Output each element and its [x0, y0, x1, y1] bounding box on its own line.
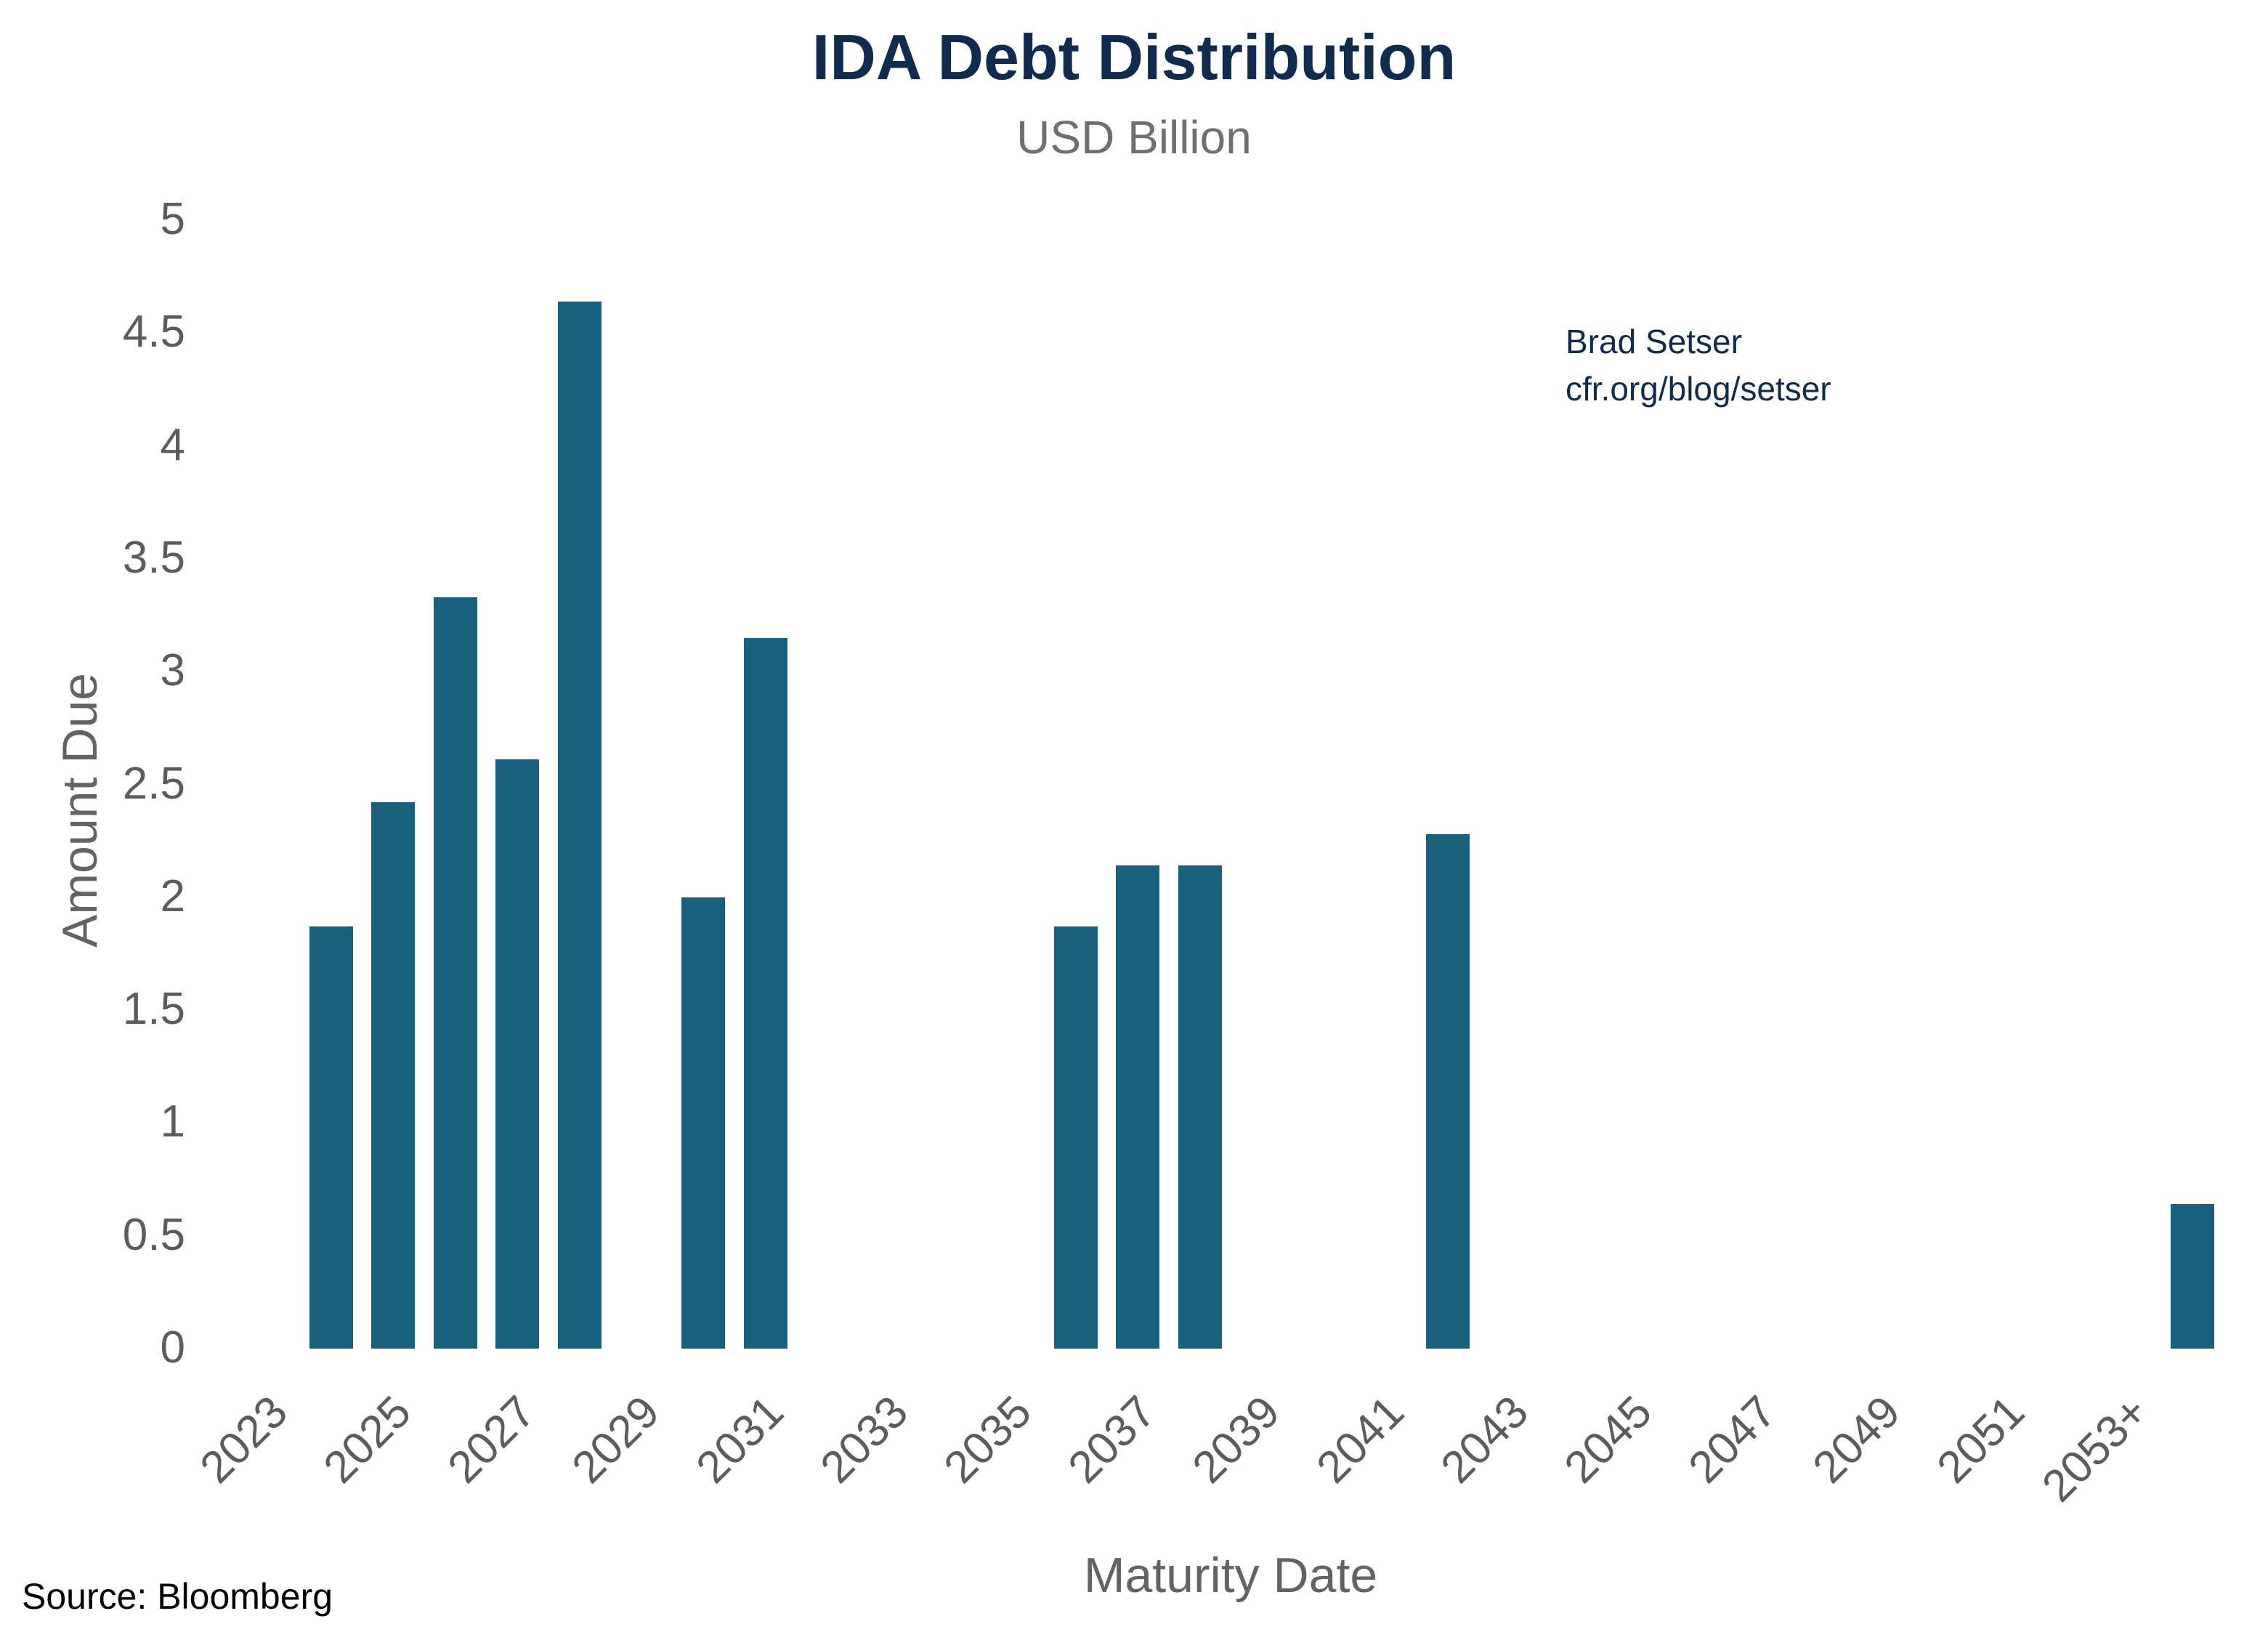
- bar-2030: [681, 897, 726, 1349]
- x-tick-label: 2029: [562, 1386, 670, 1493]
- x-tick-label: 2035: [935, 1386, 1042, 1493]
- y-tick-label: 1: [160, 1096, 185, 1147]
- author-name: Brad Setser: [1566, 323, 1742, 360]
- x-tick-label: 2049: [1803, 1386, 1911, 1493]
- y-tick-label: 2: [160, 871, 185, 921]
- y-tick-label: 1.5: [122, 983, 185, 1034]
- x-tick-label: 2037: [1058, 1386, 1166, 1493]
- x-tick-label: 2027: [438, 1386, 546, 1493]
- x-tick-label: 2025: [315, 1386, 421, 1493]
- x-tick-label: 2051: [1927, 1386, 2034, 1493]
- y-tick-label: 4: [160, 419, 185, 470]
- chart-subtitle: USD Billion: [1016, 111, 1252, 163]
- x-tick-label: 2053+: [2033, 1386, 2158, 1512]
- bar-2037: [1116, 865, 1160, 1349]
- y-tick-label: 0: [160, 1322, 185, 1373]
- bar-2031: [743, 637, 787, 1349]
- x-tick-label: 2039: [1183, 1386, 1290, 1493]
- y-tick-label: 0.5: [122, 1209, 185, 1260]
- x-tick-label: 2033: [811, 1386, 918, 1493]
- source-note: Source: Bloomberg: [22, 1576, 333, 1617]
- x-tick-label: 2045: [1555, 1386, 1662, 1493]
- y-tick-label: 5: [160, 193, 185, 244]
- x-tick-label: 2023: [190, 1386, 297, 1493]
- y-tick-label: 4.5: [122, 307, 185, 358]
- bar-2038: [1178, 865, 1222, 1349]
- author-url: cfr.org/blog/setser: [1566, 370, 1831, 408]
- x-axis-label: Maturity Date: [1083, 1548, 1378, 1603]
- bar-2036: [1053, 926, 1098, 1349]
- y-tick-label: 3: [160, 645, 185, 695]
- bar-2027: [495, 759, 540, 1349]
- x-tick-label: 2043: [1431, 1386, 1538, 1493]
- author-annotation: Brad Setser cfr.org/blog/setser: [1566, 318, 1831, 413]
- bar-2025: [371, 802, 416, 1349]
- bar-2028: [557, 301, 602, 1349]
- x-tick-label: 2031: [687, 1386, 793, 1493]
- bar-2042: [1426, 833, 1470, 1349]
- bar-2024: [309, 926, 353, 1349]
- x-tick-label: 2047: [1679, 1386, 1786, 1493]
- y-tick-label: 2.5: [122, 758, 185, 809]
- x-tick-label: 2041: [1307, 1386, 1414, 1493]
- y-tick-label: 3.5: [122, 532, 185, 583]
- chart-title: IDA Debt Distribution: [811, 21, 1457, 93]
- bar-2053+: [2171, 1204, 2214, 1349]
- bar-2026: [433, 597, 477, 1349]
